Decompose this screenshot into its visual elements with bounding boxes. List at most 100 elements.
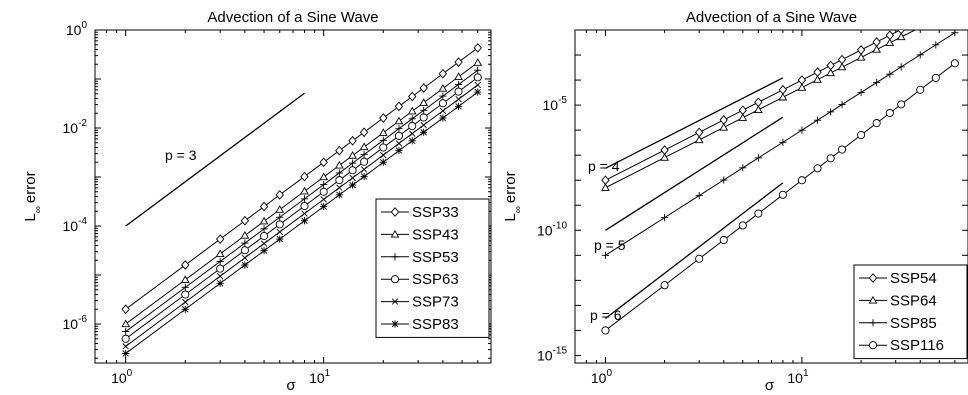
series-line	[605, 32, 956, 256]
y-tick-label: 10-2	[63, 118, 88, 136]
plus-marker	[391, 253, 399, 261]
x-tick-label-exp: 1	[803, 368, 809, 379]
legend-item: SSP43	[381, 226, 459, 243]
circle-marker	[916, 85, 925, 94]
y-tick-label-base: 10	[63, 120, 79, 136]
circle-marker	[754, 209, 763, 218]
plus-marker	[779, 138, 787, 146]
star-marker	[122, 349, 130, 358]
plus-marker	[395, 125, 403, 133]
circle-marker	[950, 59, 959, 68]
legend-label: SSP85	[890, 315, 937, 332]
y-tick-label-base: 10	[63, 218, 79, 234]
triangle-marker	[694, 135, 704, 144]
y-tick-label-base: 10	[543, 97, 559, 113]
diamond-marker	[379, 113, 388, 123]
plus-marker	[754, 154, 762, 162]
y-tick-label: 10-4	[63, 216, 88, 234]
diamond-marker	[259, 201, 269, 212]
diamond-marker	[438, 68, 448, 79]
circle-marker	[931, 73, 940, 82]
star-marker	[216, 279, 224, 287]
plus-marker	[474, 66, 482, 74]
y-tick-label: 10-15	[537, 345, 567, 363]
triangle-marker	[896, 32, 906, 41]
diamond-marker	[359, 127, 369, 138]
legend-item: SSP83	[381, 316, 459, 333]
star-marker	[474, 88, 482, 96]
diamond-marker	[473, 42, 482, 53]
diamond-marker	[408, 91, 417, 102]
triangle-marker	[378, 128, 388, 136]
circle-marker	[778, 190, 787, 199]
star-marker	[391, 320, 399, 328]
triangle-marker	[856, 52, 866, 61]
circle-marker	[348, 166, 357, 175]
diamond-marker	[868, 273, 878, 283]
plus-marker	[873, 78, 881, 87]
diamond-marker	[335, 145, 344, 156]
x-marker	[241, 254, 249, 262]
plus-marker	[857, 88, 865, 97]
y-tick-label: 10-10	[537, 220, 567, 238]
circle-marker	[240, 246, 249, 255]
star-marker	[454, 102, 463, 110]
legend-label: SSP64	[890, 292, 937, 309]
reference-slope-line	[605, 182, 784, 319]
x-marker	[409, 130, 416, 137]
plus-marker	[739, 164, 747, 172]
y-axis-label-subscript: ∞	[33, 206, 44, 213]
circle-marker	[360, 157, 369, 166]
triangle-marker	[300, 186, 309, 195]
triangle-marker	[394, 116, 404, 125]
plus-marker	[300, 195, 309, 203]
circle-marker	[390, 275, 400, 284]
series-line	[605, 30, 917, 189]
series-line	[125, 91, 479, 354]
diamond-marker	[348, 135, 357, 146]
diamond-marker	[394, 101, 404, 112]
y-tick-label-exp: -15	[553, 345, 568, 356]
x-marker	[301, 210, 308, 217]
legend-label: SSP54	[890, 270, 937, 287]
legend-label: SSP73	[412, 294, 459, 311]
x-marker	[182, 298, 189, 306]
plus-marker	[695, 191, 703, 200]
legend-item: SSP53	[381, 249, 459, 266]
series-line	[125, 84, 479, 347]
x-tick-label-exp: 1	[325, 368, 331, 379]
star-marker	[379, 158, 387, 166]
reference-slope-line	[125, 92, 305, 227]
circle-marker	[335, 176, 344, 185]
y-tick-label-base: 10	[537, 222, 553, 238]
plus-marker	[260, 225, 268, 233]
star-marker	[408, 137, 416, 145]
legend-label: SSP33	[412, 204, 459, 221]
plus-marker	[320, 180, 328, 189]
triangle-marker	[826, 68, 836, 77]
circle-marker	[181, 290, 190, 299]
series-SSP85	[601, 30, 959, 259]
star-marker	[276, 235, 284, 243]
x-tick-label-exp: 0	[606, 368, 612, 379]
circle-marker	[897, 100, 906, 109]
legend-label: SSP43	[412, 226, 459, 243]
triangle-marker	[319, 172, 329, 181]
reference-slope-label: p = 3	[165, 147, 197, 163]
triangle-marker	[951, 6, 958, 12]
series-line	[125, 47, 479, 310]
star-marker	[360, 172, 368, 181]
plus-marker	[241, 239, 249, 247]
x-marker	[391, 298, 399, 305]
circle-marker	[885, 108, 894, 118]
circle-marker	[454, 87, 463, 96]
star-marker	[349, 181, 357, 189]
triangle-marker	[359, 142, 369, 151]
triangle-marker	[334, 160, 344, 169]
reference-slope-label: p = 6	[590, 307, 622, 323]
y-tick-label-exp: -6	[78, 314, 87, 325]
triangle-marker	[215, 249, 225, 258]
x-tick-label-base: 10	[787, 370, 803, 386]
